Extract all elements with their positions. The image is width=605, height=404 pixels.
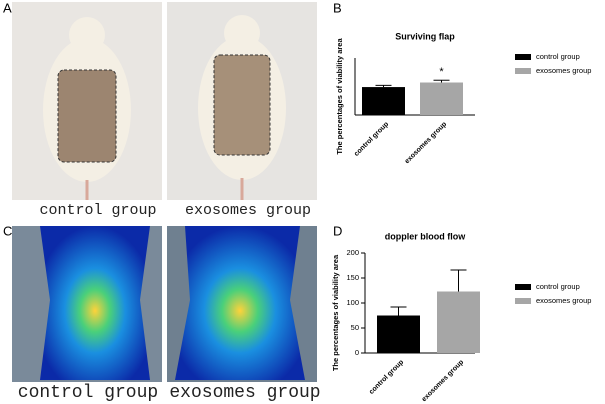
legend-swatch [515,68,531,74]
legend-label: control group [536,52,580,61]
bar [362,87,405,115]
panel-label: D [333,223,342,238]
legend-label: exosomes group [536,66,591,75]
bar [437,291,480,353]
legend-swatch [515,298,531,304]
y-tick-label: 50 [351,323,359,332]
legend-label: exosomes group [536,296,591,305]
legend-swatch [515,54,531,60]
annotation: * [439,66,444,78]
y-tick-label: 150 [346,273,359,282]
legend-swatch [515,284,531,290]
panel-label: B [333,0,342,15]
x-tick-label: control group [368,359,405,396]
caption: exosomes group [169,383,320,403]
photo-exosomes [167,2,317,200]
bar [377,315,420,353]
caption: exosomes group [185,202,311,219]
doppler-exosomes [167,226,317,382]
y-axis-label: The percentages of viability area [331,254,340,371]
x-tick-label: exosomes group [421,359,466,404]
chart-title: Surviving flap [395,31,455,41]
x-tick-label: control group [353,121,390,158]
y-tick-label: 0 [355,348,359,357]
y-tick-label: 200 [346,248,359,257]
legend-label: control group [536,282,580,291]
y-axis-label: The percentages of viability area [335,38,344,155]
caption: control group [39,202,156,219]
caption: control group [18,383,158,403]
bar [420,82,463,115]
photo-control [12,2,162,200]
doppler-control [12,226,162,382]
x-tick-label: exosomes group [404,121,449,166]
chart-title: doppler blood flow [385,231,466,241]
panel-label: A [3,0,12,15]
y-tick-label: 100 [346,298,359,307]
panel-label: C [3,223,12,238]
